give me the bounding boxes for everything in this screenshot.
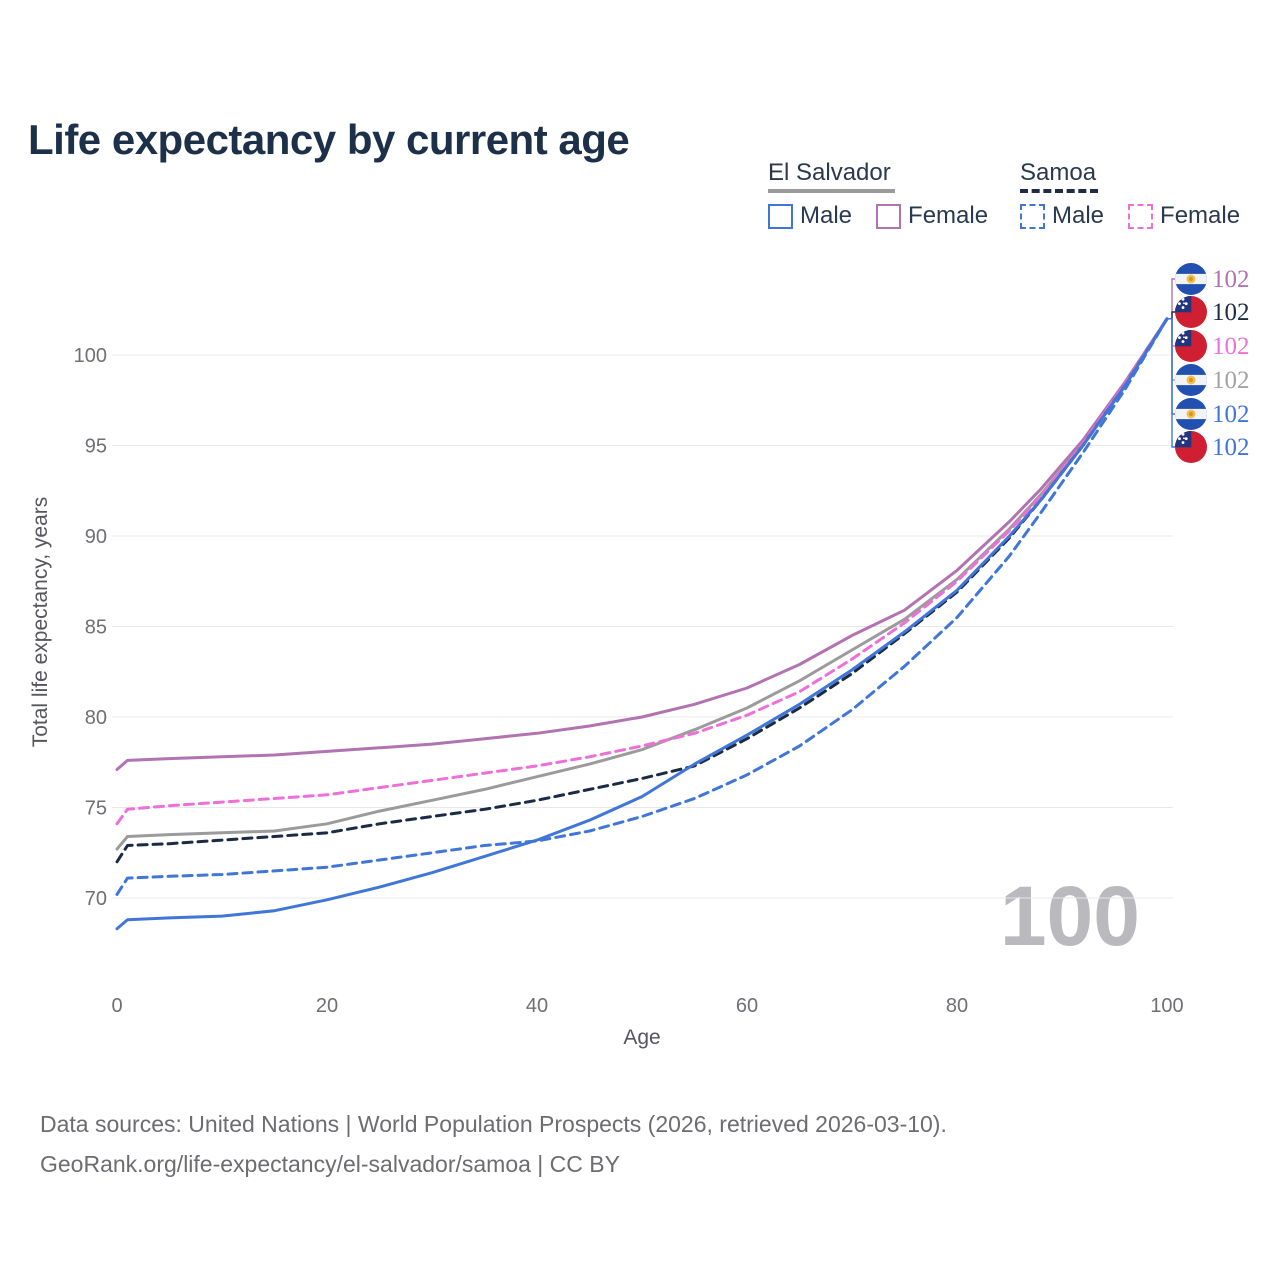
page-title: Life expectancy by current age xyxy=(28,116,630,164)
legend-group-label-samoa[interactable]: Samoa xyxy=(1020,159,1097,186)
data-sources-text: Data sources: United Nations | World Pop… xyxy=(40,1111,947,1137)
legend-group-label-el-salvador[interactable]: El Salvador xyxy=(768,159,891,186)
legend-swatch-solid-female[interactable] xyxy=(876,203,902,229)
legend-swatch-dashed-female[interactable] xyxy=(1128,203,1154,229)
y-tick-label-100: 100 xyxy=(74,345,107,367)
end-label-value: 102 xyxy=(1212,266,1250,293)
x-tick-label-60: 60 xyxy=(736,995,758,1017)
chart-legend: El Salvador Male Female Samoa Male Femal… xyxy=(0,160,1280,250)
legend-swatch-solid-male[interactable] xyxy=(768,203,793,229)
y-tick-label-95: 95 xyxy=(85,436,107,458)
legend-item-label: Female xyxy=(908,202,989,229)
x-tick-label-100: 100 xyxy=(1150,995,1183,1017)
flag-icon-samoa xyxy=(1175,330,1207,362)
attribution-text: GeoRank.org/life-expectancy/el-salvador/… xyxy=(40,1151,620,1177)
series-line-el-salvador-both xyxy=(115,317,1169,851)
y-tick-label-80: 80 xyxy=(85,707,107,729)
flag-icon-el-salvador xyxy=(1175,263,1207,295)
series-line-samoa-male xyxy=(115,317,1169,896)
legend-item-samoa-female[interactable]: Female xyxy=(1128,202,1240,230)
series-line-samoa-both xyxy=(115,317,1169,864)
series-line-samoa-female xyxy=(115,317,1169,826)
y-axis-label: Total life expectancy, years xyxy=(29,497,52,748)
y-tick-label-90: 90 xyxy=(85,526,107,548)
watermark-age-counter: 100 xyxy=(1000,869,1140,963)
legend-group-samoa: Samoa Male Female xyxy=(1020,160,1264,230)
x-tick-label-80: 80 xyxy=(946,995,968,1017)
y-tick-label-85: 85 xyxy=(85,617,107,639)
end-label-value: 102 xyxy=(1212,367,1250,394)
series-line-el-salvador-male xyxy=(115,317,1169,931)
legend-item-samoa-male[interactable]: Male xyxy=(1020,202,1104,230)
footer: Data sources: United Nations | World Pop… xyxy=(40,1104,947,1184)
end-label-leader-line xyxy=(1167,311,1176,320)
legend-item-label: Male xyxy=(1052,202,1105,229)
legend-item-label: Female xyxy=(1160,202,1241,229)
flag-icon-el-salvador xyxy=(1175,398,1207,430)
series-line-el-salvador-female xyxy=(115,317,1169,771)
legend-item-label: Male xyxy=(800,202,853,229)
end-label-value: 102 xyxy=(1212,299,1250,326)
end-label-value: 102 xyxy=(1212,401,1250,428)
x-axis-label: Age xyxy=(623,1026,660,1049)
legend-item-el-salvador-female[interactable]: Female xyxy=(876,202,988,230)
y-tick-label-75: 75 xyxy=(85,798,107,820)
legend-line-sample-solid xyxy=(768,189,895,193)
flag-icon-samoa xyxy=(1175,431,1207,463)
legend-swatch-dashed-male[interactable] xyxy=(1020,203,1045,229)
flag-icon-el-salvador xyxy=(1175,364,1207,396)
end-label-leader-line xyxy=(1167,318,1176,448)
x-tick-label-0: 0 xyxy=(111,995,122,1017)
end-label-value: 102 xyxy=(1212,333,1250,360)
legend-line-sample-dashed xyxy=(1020,189,1098,193)
legend-group-el-salvador: El Salvador Male Female xyxy=(768,160,1012,230)
y-tick-label-70: 70 xyxy=(85,888,107,910)
x-tick-label-40: 40 xyxy=(526,995,548,1017)
legend-item-el-salvador-male[interactable]: Male xyxy=(768,202,852,230)
end-label-value: 102 xyxy=(1212,434,1250,461)
x-tick-label-20: 20 xyxy=(316,995,338,1017)
flag-icon-samoa xyxy=(1175,296,1207,328)
